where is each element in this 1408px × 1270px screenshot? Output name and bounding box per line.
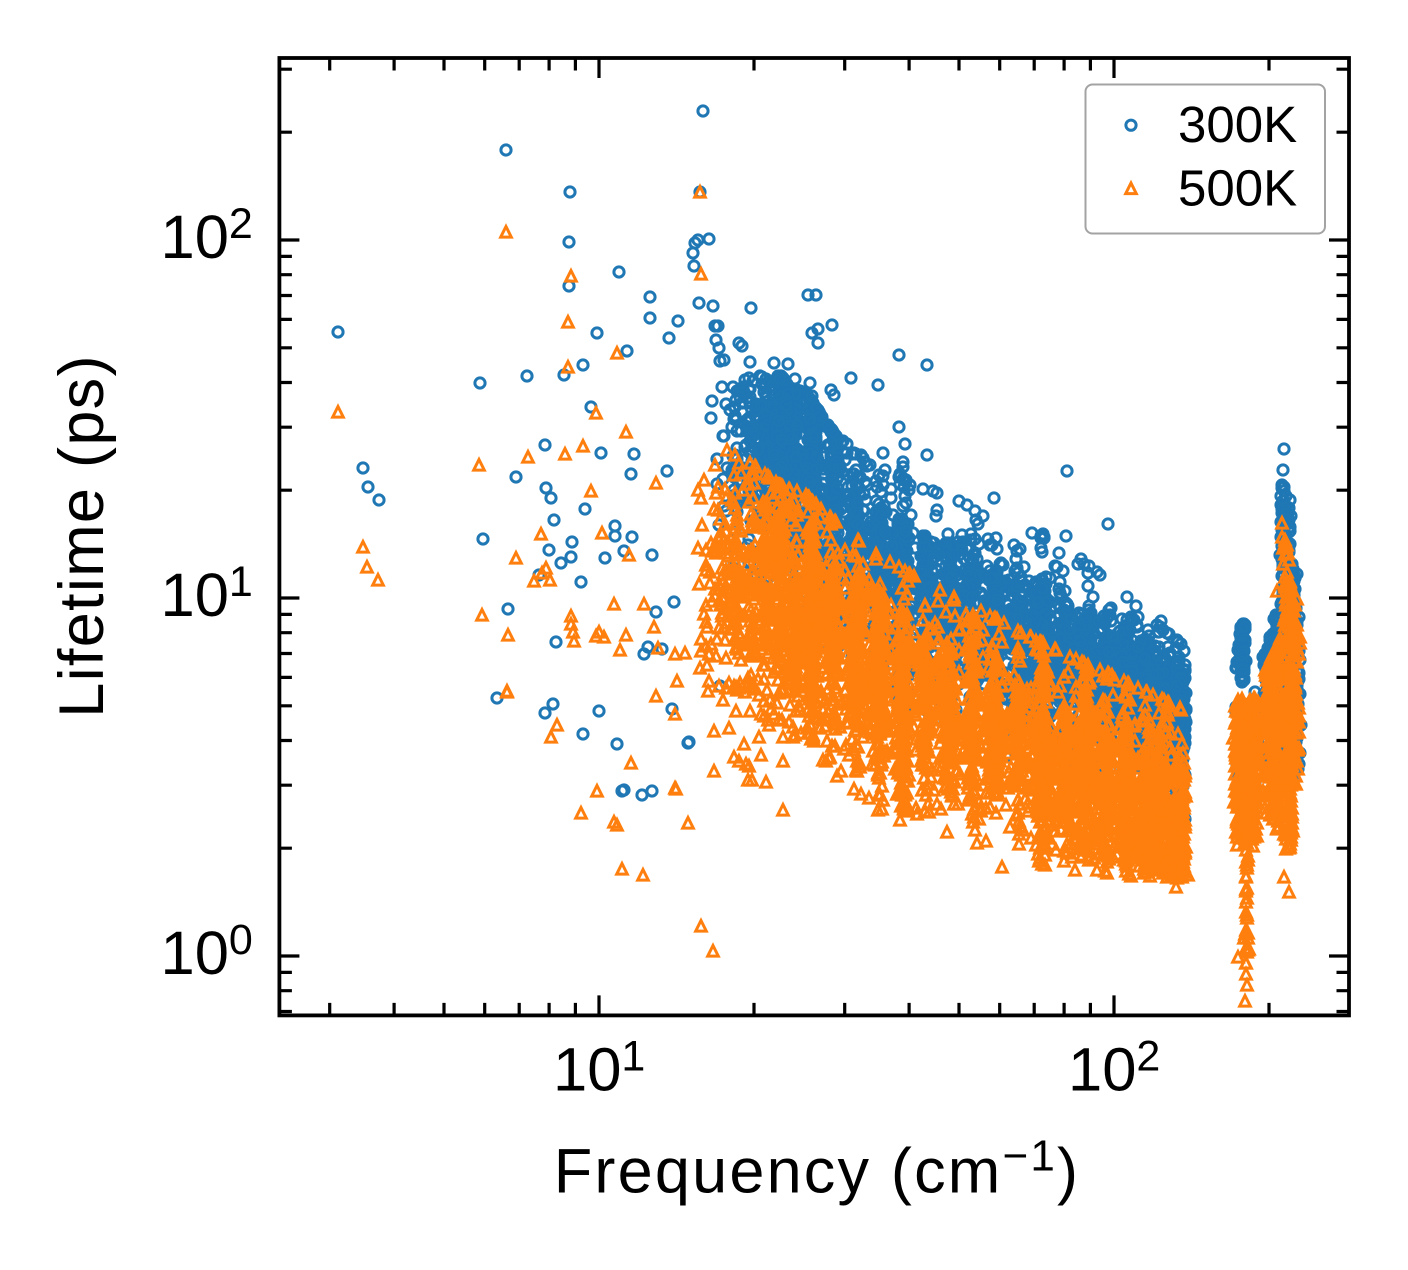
svg-text:Frequency (cm−1): Frequency (cm−1)	[554, 1132, 1080, 1207]
svg-text:300K: 300K	[1178, 96, 1297, 153]
svg-text:500K: 500K	[1178, 160, 1297, 217]
svg-text:Lifetime (ps): Lifetime (ps)	[47, 354, 117, 718]
